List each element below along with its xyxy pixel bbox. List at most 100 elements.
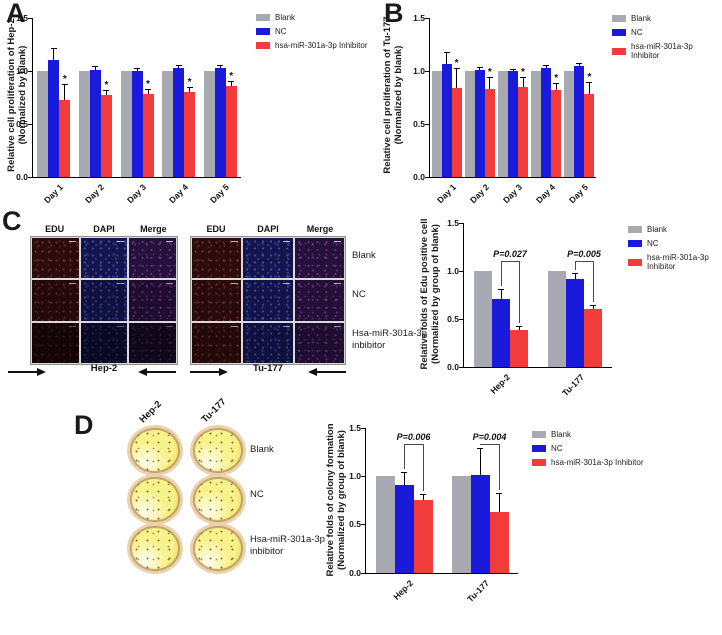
y-tick-label: 0.0	[447, 361, 459, 372]
y-tick-label: 1.0	[447, 265, 459, 276]
edu-column-header-dapi: DAPI	[93, 224, 115, 234]
y-tick	[425, 17, 430, 19]
bar-nc-day-1	[441, 63, 452, 177]
micrograph-tu-177-blank-dapi	[243, 238, 293, 279]
significance-bracket-leg	[575, 261, 576, 270]
panel-label-b: B	[384, 0, 404, 28]
micrograph-grid-tu177	[190, 236, 346, 365]
error-bar-cap	[453, 67, 460, 69]
bar-hsa-mir-301a-3p-inhibitor-day-4	[184, 92, 196, 177]
bar-nc-day-1	[48, 60, 60, 177]
legend-swatch-inhibitor	[628, 258, 642, 266]
significance-bracket-leg	[404, 444, 405, 470]
micrograph-hep-2-hsa-mir-301a-3p-inbibitor-merge	[129, 322, 176, 363]
y-tick-label: 0.5	[413, 118, 425, 129]
significance-star: *	[146, 79, 150, 91]
significance-bracket	[480, 444, 499, 446]
legend-label-blank: Blank	[551, 430, 572, 439]
bar-nc-day-3	[508, 71, 518, 177]
legend-label-inhibitor: hsa-miR-301a-3p Inhibitor	[631, 42, 693, 60]
legend-label-inhibitor: hsa-miR-301a-3p Inhibitor	[275, 41, 368, 50]
y-tick	[28, 17, 33, 19]
y-tick	[361, 427, 366, 429]
edu-row-label-hsa-mir-301a-3p-inbibitor: Hsa-miR-301a-3p inbibitor	[352, 327, 427, 351]
bar-blank-day-3	[498, 71, 508, 177]
x-category-label: Hep-2	[391, 578, 416, 602]
p-value-label: P=0.005	[567, 249, 601, 260]
error-bar	[578, 63, 580, 66]
bar-hsa-mir-301a-3p-inhibitor-day-1	[59, 99, 71, 177]
error-bar	[588, 82, 590, 95]
legend-item-blank: Blank	[628, 225, 722, 234]
y-tick-label: 0.5	[447, 313, 459, 324]
error-bar-cap	[401, 472, 407, 474]
bar-nc-day-2	[89, 69, 101, 177]
legend-label-blank: Blank	[275, 13, 296, 22]
y-tick-label: 0.0	[413, 171, 425, 182]
colony-well-hep-2-hsa-mir-301a-3p-inbibitor	[130, 526, 180, 571]
legend-swatch-blank	[628, 226, 642, 233]
error-bar-cap	[590, 304, 596, 306]
significance-bracket-leg	[593, 261, 594, 302]
panel-label-c: C	[2, 206, 22, 236]
significance-bracket	[404, 444, 423, 446]
error-bar-cap	[572, 272, 578, 274]
colony-well-tu-177-blank	[193, 428, 243, 473]
bar-nc-day-5	[574, 65, 585, 177]
legend-swatch-nc	[628, 240, 642, 247]
error-bar	[574, 273, 576, 279]
error-bar-cap	[103, 90, 110, 92]
significance-star: *	[587, 71, 592, 83]
y-tick	[425, 70, 430, 72]
error-bar-cap	[134, 67, 140, 69]
y-axis-title-a-line2: (Normalized by blank)	[17, 45, 28, 145]
bar-blank-hep-2	[474, 271, 492, 367]
bar-nc-tu-177	[470, 475, 490, 573]
significance-bracket-leg	[519, 261, 520, 323]
bar-blank-day-3	[120, 71, 132, 177]
error-bar-cap	[145, 89, 151, 91]
legend-swatch-inhibitor	[532, 459, 546, 466]
error-bar	[178, 65, 180, 68]
y-tick	[425, 176, 430, 178]
legend-label-nc: NC	[551, 444, 563, 453]
error-bar	[189, 87, 191, 93]
colony-column-header-hep2: Hep-2	[137, 398, 164, 426]
micrograph-tu-177-blank-merge	[294, 238, 344, 279]
bar-nc-hep-2	[492, 298, 510, 367]
bar-blank-day-5	[564, 71, 575, 177]
error-bar	[489, 78, 491, 90]
error-bar	[498, 493, 500, 513]
legend-swatch-nc	[532, 445, 546, 452]
legend-label-blank: Blank	[647, 225, 668, 234]
bar-nc-day-4	[541, 67, 552, 177]
arrow-left-icon	[308, 364, 346, 376]
error-bar-cap	[553, 82, 560, 84]
edu-row-labels: Blank NC Hsa-miR-301a-3p inbibitor	[352, 236, 457, 365]
error-bar	[555, 83, 557, 91]
bar-hsa-mir-301a-3p-inhibitor-day-5	[225, 85, 237, 177]
bar-blank-day-2	[464, 71, 475, 177]
bar-hsa-mir-301a-3p-inhibitor-day-3	[518, 86, 528, 177]
figure-canvas: { "figure": { "panels": { "A": "A", "B":…	[2, 0, 722, 605]
y-tick-label: 1.5	[349, 422, 361, 433]
y-axis-title-a-line1: Relative cell proliferation of Hep-2	[6, 18, 17, 172]
y-tick	[361, 524, 366, 526]
micrograph-tu-177-hsa-mir-301a-3p-inbibitor-edu	[192, 322, 242, 363]
error-bar-cap	[496, 492, 502, 494]
legend-label-blank: Blank	[631, 14, 652, 23]
y-tick	[425, 123, 430, 125]
bar-nc-tu-177	[566, 278, 584, 367]
error-bar-cap	[61, 83, 68, 85]
edu-positive-chart: 0.0 0.5 1.0 1.5 Hep-2 Tu-177 P=0.027 P=0.005	[447, 218, 612, 398]
p-value-label: P=0.004	[472, 432, 507, 443]
legend-swatch-nc	[612, 29, 626, 36]
edu-row-label-nc: NC	[352, 288, 366, 300]
x-category-label: Tu-177	[465, 578, 492, 605]
y-tick	[28, 176, 33, 178]
significance-star: *	[229, 70, 234, 82]
legend-swatch-inhibitor	[256, 42, 270, 49]
proliferation-chart-tu177: 0.0 0.5 1.0 1.5 * Day 1 * Day 2 * Day 3 * Day 4 * Day…	[413, 13, 596, 205]
bar-hsa-mir-301a-3p-inhibitor-tu-177	[584, 309, 602, 367]
error-bar	[422, 494, 424, 500]
